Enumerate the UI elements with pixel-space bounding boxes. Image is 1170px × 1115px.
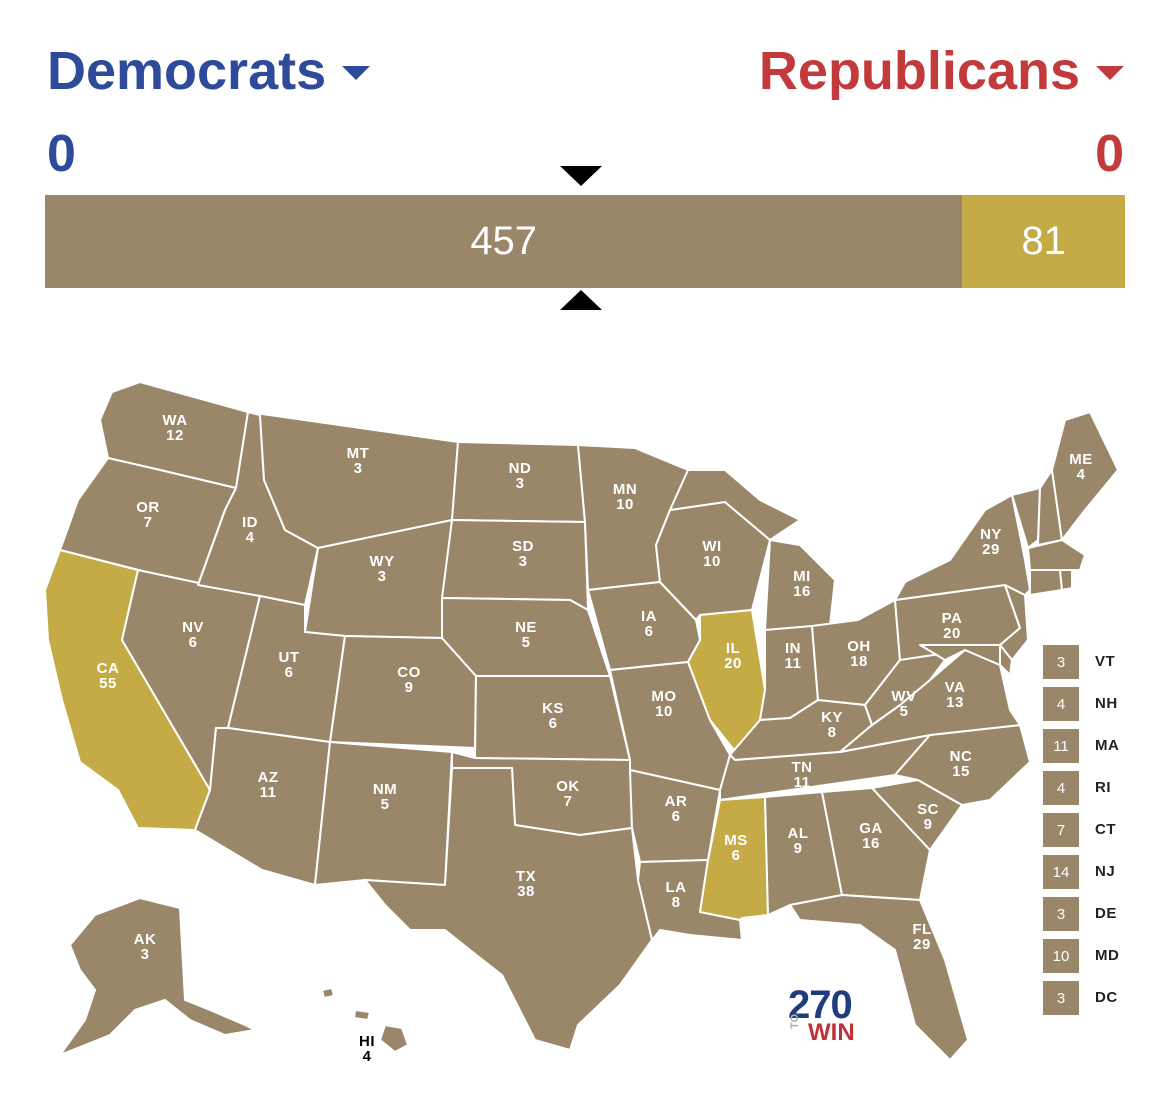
state-mi[interactable] [764, 539, 836, 631]
republicans-electoral-count: 0 [1095, 125, 1124, 183]
logo-number: 270 [788, 983, 853, 1027]
state-ks[interactable] [474, 675, 631, 761]
small-state-abbr: NJ [1095, 863, 1116, 880]
state-ri[interactable] [1059, 569, 1073, 591]
democrats-electoral-count: 0 [47, 125, 76, 183]
small-state-ev: 3 [1043, 981, 1079, 1015]
chevron-down-icon [1096, 66, 1124, 80]
democrats-dropdown[interactable]: Democrats [47, 40, 371, 102]
small-state-ev: 3 [1043, 645, 1079, 679]
270-marker-bottom-icon [560, 290, 602, 310]
small-state-md[interactable]: 10 MD [1043, 939, 1163, 973]
logo-win: WIN [808, 1019, 855, 1046]
state-nm[interactable] [314, 741, 453, 886]
state-ne[interactable] [441, 597, 611, 677]
state-tx[interactable] [364, 767, 653, 1051]
state-de[interactable] [999, 644, 1013, 676]
democrats-label: Democrats [47, 41, 327, 101]
small-state-abbr: CT [1095, 821, 1116, 838]
state-nd[interactable] [451, 441, 586, 523]
state-hi-islet[interactable] [321, 987, 335, 999]
republicans-label: Republicans [758, 41, 1080, 101]
electoral-tally-bar: 457 81 [45, 195, 1125, 288]
270-marker-top-icon [560, 166, 602, 186]
republicans-dropdown[interactable]: Republicans [759, 40, 1124, 102]
state-az[interactable] [194, 727, 331, 886]
small-state-dc[interactable]: 3 DC [1043, 981, 1163, 1015]
state-mi-upper[interactable] [669, 469, 801, 541]
state-me[interactable] [1051, 411, 1119, 541]
small-state-nj[interactable]: 14 NJ [1043, 855, 1163, 889]
tally-segment-label: 81 [1021, 219, 1066, 263]
small-state-abbr: MD [1095, 947, 1120, 964]
state-ny[interactable] [894, 494, 1031, 601]
small-state-ev: 3 [1043, 897, 1079, 931]
us-electoral-map: WA 12 OR 7 CA 55 ID 4 NV 6 MT 3 WY 3 UT 6 CO 9 AZ… [0, 370, 1170, 1090]
state-ma[interactable] [1027, 539, 1086, 571]
small-state-de[interactable]: 3 DE [1043, 897, 1163, 931]
small-state-vt[interactable]: 3 VT [1043, 645, 1163, 679]
logo-to: TO [789, 1013, 801, 1029]
small-state-ev: 7 [1043, 813, 1079, 847]
small-state-abbr: DE [1095, 905, 1117, 922]
state-ct[interactable] [1029, 569, 1063, 596]
small-state-ma[interactable]: 11 MA [1043, 729, 1163, 763]
small-state-ev: 4 [1043, 771, 1079, 805]
state-sd[interactable] [441, 519, 589, 611]
small-state-abbr: DC [1095, 989, 1118, 1006]
chevron-down-icon [342, 66, 371, 80]
small-state-ev: 14 [1043, 855, 1079, 889]
small-state-ev: 10 [1043, 939, 1079, 973]
270towin-logo[interactable]: 270 TO WIN [788, 985, 868, 1047]
state-ga[interactable] [821, 787, 931, 901]
small-state-abbr: VT [1095, 653, 1116, 670]
tally-segment-tossup: 457 [45, 195, 963, 288]
state-fl[interactable] [789, 894, 969, 1061]
state-ak[interactable] [59, 897, 256, 1056]
small-state-abbr: NH [1095, 695, 1118, 712]
small-state-ri[interactable]: 4 RI [1043, 771, 1163, 805]
small-state-ct[interactable]: 7 CT [1043, 813, 1163, 847]
small-state-nh[interactable]: 4 NH [1043, 687, 1163, 721]
tally-segment-label: 457 [470, 219, 538, 263]
tally-segment-highlight: 81 [962, 195, 1125, 288]
small-state-abbr: MA [1095, 737, 1120, 754]
small-state-abbr: RI [1095, 779, 1111, 796]
small-state-ev: 4 [1043, 687, 1079, 721]
state-hi-islet[interactable] [353, 1009, 371, 1021]
state-hi[interactable] [379, 1024, 409, 1053]
small-state-ev: 11 [1043, 729, 1079, 763]
